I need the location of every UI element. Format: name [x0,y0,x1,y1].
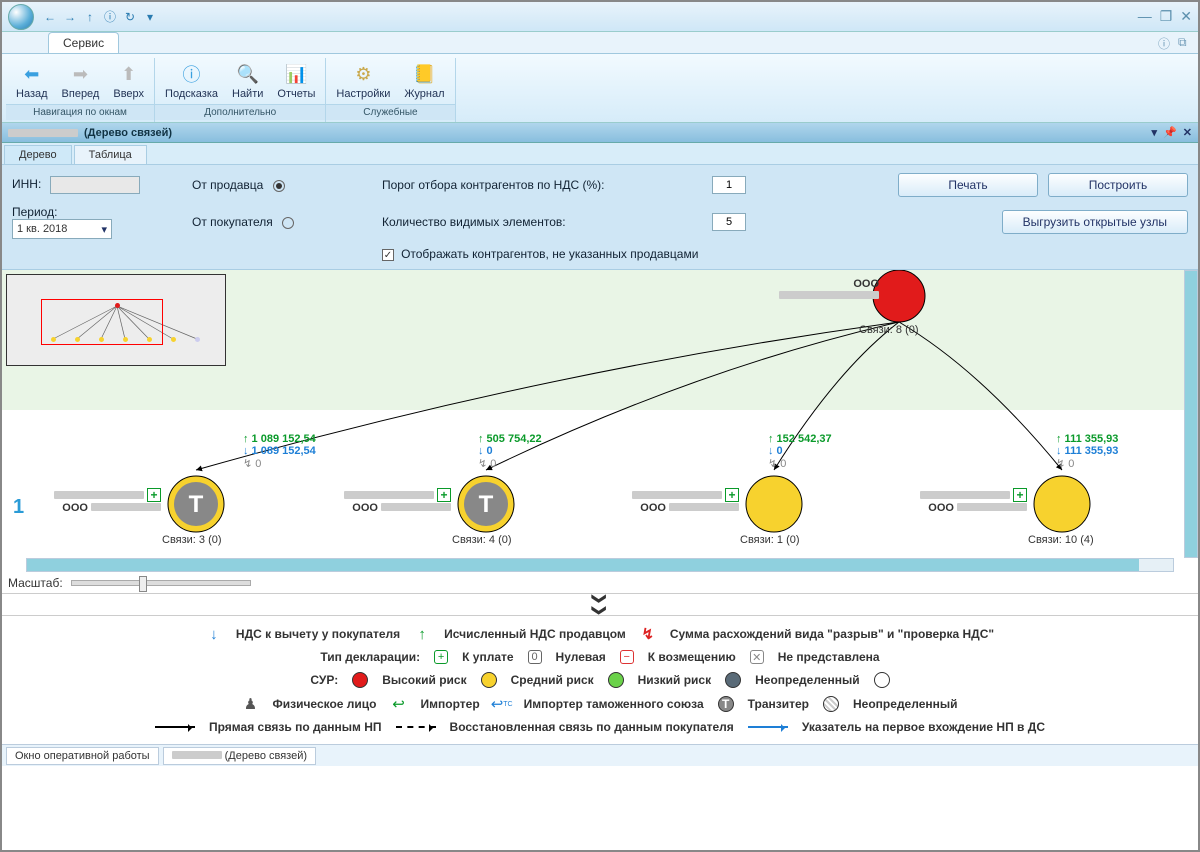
node-amounts: ↑ 111 355,93↓ 111 355,93↯ 0 [1056,433,1118,470]
ribbon-group-label: Служебные [326,104,454,120]
threshold-input[interactable] [712,176,746,194]
title-bar: ← → ↑ ⓘ ↻ ▾ — ❐ ✕ [2,2,1198,32]
node-amounts: ↑ 152 542,37↓ 0↯ 0 [768,433,832,470]
tabs: Дерево Таблица [2,143,1198,165]
build-button[interactable]: Построить [1048,173,1188,197]
nav-back-icon[interactable]: ← [42,9,58,25]
v-scrollbar[interactable] [1184,270,1198,558]
tool-Вверх[interactable]: ⬆Вверх [107,60,150,102]
close-button[interactable]: ✕ [1180,8,1192,25]
tool-Назад[interactable]: ⬅Назад [10,60,54,102]
app-orb-icon[interactable] [8,4,34,30]
tool-Настройки[interactable]: ⚙Настройки [330,60,396,102]
node-links: Связи: 10 (4) [1028,534,1094,546]
legend: ↓НДС к вычету у покупателя↑Исчисленный Н… [2,616,1198,744]
tab-tree[interactable]: Дерево [4,145,72,164]
filter-form: ИНН: От продавца Порог отбора контрагент… [2,165,1198,270]
from-seller-radio[interactable] [273,180,285,192]
tool-Подсказка[interactable]: ⓘПодсказка [159,60,224,102]
zoom-label: Масштаб: [8,576,63,590]
node-amounts: ↑ 505 754,22↓ 0↯ 0 [478,433,542,470]
refresh-icon[interactable]: ↻ [122,9,138,25]
svg-text:T: T [479,491,494,518]
tab-service[interactable]: Сервис [48,32,119,53]
inn-input[interactable] [50,176,140,194]
zoom-row: Масштаб: [2,572,1198,594]
quick-access-toolbar: ← → ↑ ⓘ ↻ ▾ [42,9,158,25]
panel-dropdown-icon[interactable]: ▾ [1152,126,1158,139]
panel-title: (Дерево связей) [84,127,172,139]
dropdown-icon[interactable]: ▾ [142,9,158,25]
tree-canvas[interactable]: T T ООО Связи: 8 (0) ↑ 1 089 152,54↓ 1 089 … [2,270,1198,572]
tool-Журнал[interactable]: 📒Журнал [398,60,450,102]
node-label[interactable]: 1 +ООО [31,488,161,514]
node-label[interactable]: +ООО [897,488,1027,514]
windows-icon[interactable]: ⧉ [1178,35,1194,51]
status-bar: Окно оперативной работы (Дерево связей) [2,744,1198,766]
show-label: Отображать контрагентов, не указанных пр… [401,247,698,261]
panel-pin-icon[interactable]: 📌 [1163,126,1177,139]
tool-Отчеты[interactable]: 📊Отчеты [271,60,321,102]
show-checkbox[interactable]: ✓ [382,249,394,261]
nav-up-icon[interactable]: ↑ [82,9,98,25]
node-label[interactable]: +ООО [321,488,451,514]
window-controls: — ❐ ✕ [1138,8,1192,25]
from-buyer-label: От покупателя [192,215,273,229]
minimap[interactable] [6,274,226,366]
nav-fwd-icon[interactable]: → [62,9,78,25]
inn-label: ИНН: [12,177,41,191]
period-label: Период: [12,205,57,219]
status-tab-2[interactable]: (Дерево связей) [163,747,316,765]
ribbon-group-label: Дополнительно [155,104,325,120]
info-icon[interactable]: ⓘ [102,9,118,25]
menu-row: Сервис ⓘ ⧉ [2,32,1198,54]
help-icon[interactable]: ⓘ [1158,35,1174,51]
node-label[interactable]: +ООО [609,488,739,514]
count-label: Количество видимых элементов: [382,215,566,229]
node-links: Связи: 4 (0) [452,534,512,546]
from-buyer-radio[interactable] [282,217,294,229]
ribbon-group-label: Навигация по окнам [6,104,154,120]
print-button[interactable]: Печать [898,173,1038,197]
h-scrollbar[interactable] [26,558,1174,572]
collapse-toggle[interactable]: ❯❯ [2,594,1198,616]
count-input[interactable] [712,213,746,231]
ribbon: ⬅Назад➡Вперед⬆Вверх Навигация по окнам ⓘПо… [2,54,1198,123]
svg-text:T: T [189,491,204,518]
node-links: Связи: 3 (0) [162,534,222,546]
tab-table[interactable]: Таблица [74,145,147,164]
minimize-button[interactable]: — [1138,8,1152,25]
node-amounts: ↑ 1 089 152,54↓ 1 089 152,54↯ 0 [243,433,316,470]
from-seller-label: От продавца [192,178,263,192]
status-tab-1[interactable]: Окно оперативной работы [6,747,159,765]
root-label: ООО [739,278,879,302]
panel-header: (Дерево связей) ▾ 📌 ✕ [2,123,1198,143]
export-button[interactable]: Выгрузить открытые узлы [1002,210,1188,234]
tool-Вперед[interactable]: ➡Вперед [56,60,106,102]
restore-button[interactable]: ❐ [1160,8,1173,25]
period-select[interactable]: 1 кв. 2018▾ [12,219,112,239]
panel-close-icon[interactable]: ✕ [1183,126,1192,139]
node-links: Связи: 1 (0) [740,534,800,546]
tool-Найти[interactable]: 🔍Найти [226,60,269,102]
zoom-slider[interactable] [71,580,251,586]
threshold-label: Порог отбора контрагентов по НДС (%): [382,178,604,192]
root-links: Связи: 8 (0) [859,324,919,336]
